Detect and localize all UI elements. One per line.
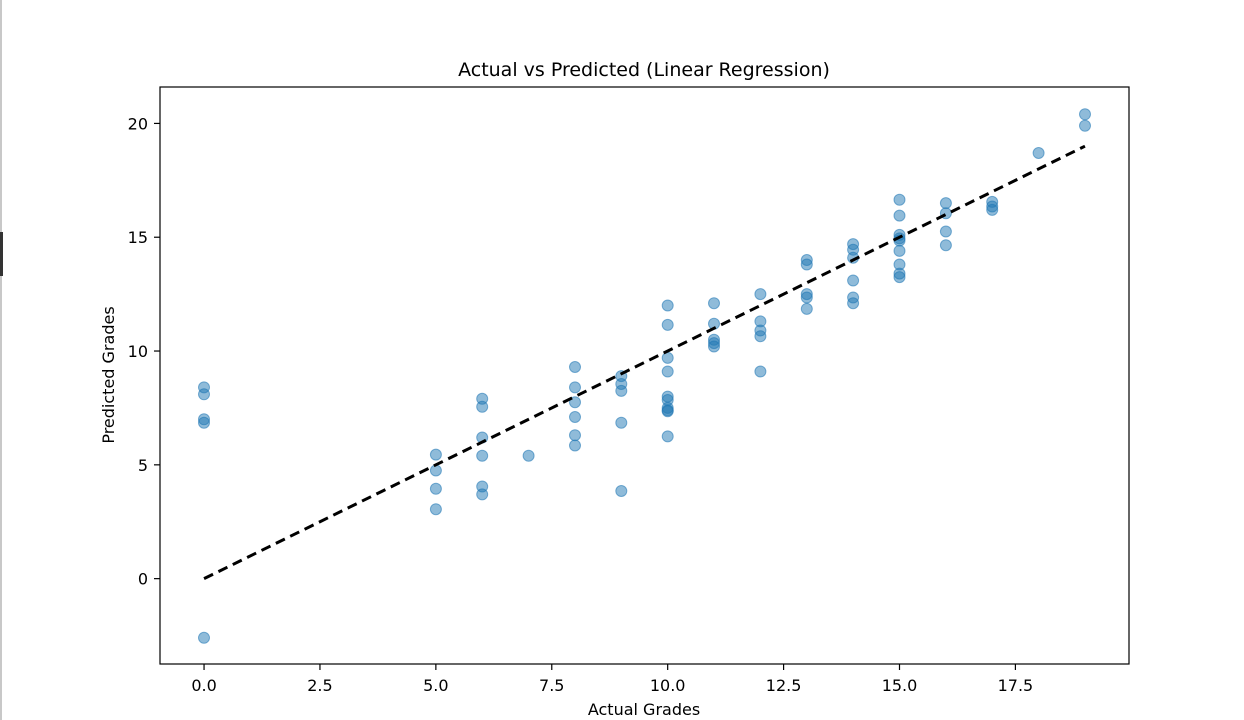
data-point [615,416,628,429]
data-point [661,351,674,364]
data-point [661,430,674,443]
data-point [1032,147,1045,159]
x-tick-label: 5.0 [423,676,448,695]
window-edge [0,0,2,720]
data-point [569,411,581,423]
data-point [661,318,674,331]
plot-frame [159,86,1130,665]
x-tick-label: 2.5 [307,676,332,695]
data-point [429,448,442,461]
x-tick-label: 0.0 [191,676,216,695]
data-point [893,193,906,206]
data-point [939,197,952,210]
data-point [800,291,813,304]
y-tick-label: 0 [138,570,148,589]
reference-line [203,144,1086,580]
x-tick-label: 7.5 [539,676,564,695]
data-point [569,361,581,373]
data-point [476,400,489,413]
data-point [569,429,581,442]
data-point [198,416,210,429]
data-point [754,330,767,343]
x-tick-label: 12.5 [766,676,802,695]
data-point [1079,108,1091,121]
data-point [476,449,489,462]
data-point [847,297,860,310]
data-point [661,365,674,378]
data-point [800,302,813,315]
data-point [198,388,210,401]
data-point [661,405,674,418]
data-point [476,488,489,501]
data-point [569,439,581,452]
data-points [198,108,1091,644]
data-point [708,340,720,353]
y-tick-label: 10 [128,342,148,361]
data-point [522,449,535,462]
data-point [429,482,442,495]
data-point [1079,119,1091,132]
data-point [754,288,767,301]
x-tick-label: 10.0 [650,676,686,695]
x-axis-label: Actual Grades [588,700,700,719]
window-edge-marker [0,232,3,276]
chart-title: Actual vs Predicted (Linear Regression) [458,59,830,81]
y-tick-label: 15 [128,228,148,247]
y-tick-label: 5 [138,456,148,475]
y-axis-label: Predicted Grades [99,306,118,443]
data-point [893,244,906,257]
data-point [847,274,860,287]
data-point [429,464,442,477]
data-point [893,271,906,284]
reference-line-layer [203,144,1086,580]
data-point [615,384,628,397]
data-point [939,239,952,252]
data-point [569,381,581,394]
data-point [893,209,906,222]
data-point [800,258,813,271]
x-tick-label: 15.0 [882,676,918,695]
y-axis-ticks: 0 5 10 15 20 [128,114,160,589]
data-point [708,297,720,310]
data-point [939,225,952,238]
data-point [754,365,767,378]
data-point [198,631,210,644]
y-tick-label: 20 [128,114,148,133]
x-axis-ticks: 0.0 2.5 5.0 7.5 10.0 12.5 15.0 17.5 [191,664,1033,695]
data-point [615,485,628,497]
x-tick-label: 17.5 [998,676,1034,695]
data-point [661,299,674,312]
data-point [429,503,442,516]
data-point [986,203,999,216]
